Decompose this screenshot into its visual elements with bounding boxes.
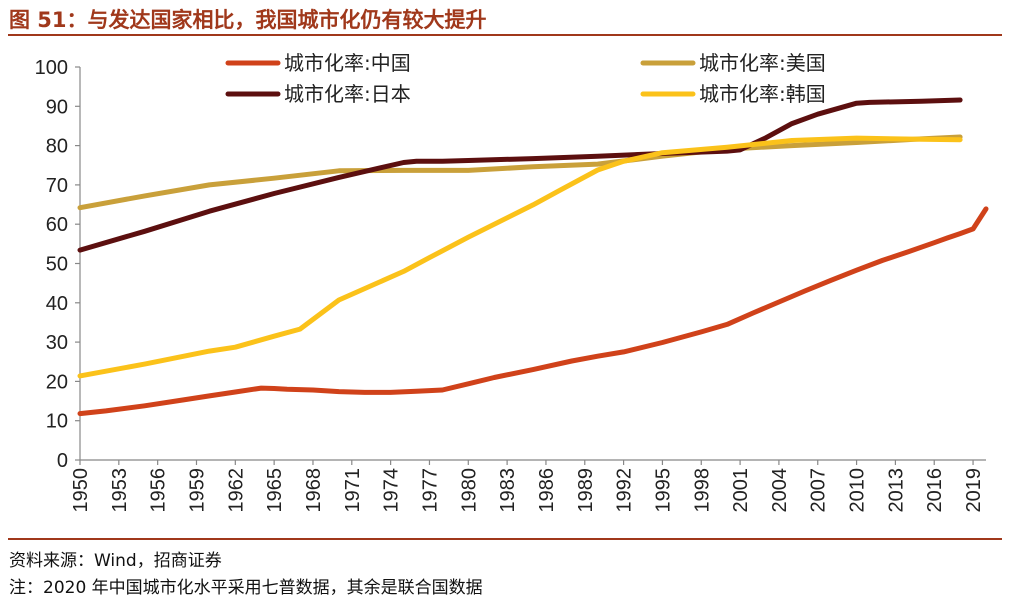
y-tick-label: 90 — [46, 96, 68, 118]
x-tick-label: 1956 — [148, 468, 170, 513]
legend-label: 城市化率:日本 — [284, 82, 411, 106]
x-tick-label: 2007 — [808, 468, 830, 513]
y-tick-label: 20 — [46, 371, 68, 393]
y-tick-label: 60 — [46, 214, 68, 236]
series-line-1 — [77, 134, 963, 211]
x-tick-label: 1962 — [225, 468, 247, 513]
series-line-0 — [77, 206, 989, 417]
x-tick-label: 1983 — [497, 468, 519, 513]
x-tick-label: 1959 — [186, 468, 208, 513]
x-tick-label: 2019 — [963, 468, 985, 513]
x-tick-label: 2013 — [885, 468, 907, 513]
x-tick-label: 1995 — [652, 468, 674, 513]
figure-title: 图 51：与发达国家相比，我国城市化仍有较大提升 — [9, 8, 487, 32]
legend-label: 城市化率:美国 — [699, 51, 826, 75]
x-tick-label: 1998 — [691, 468, 713, 513]
y-tick-label: 50 — [46, 254, 68, 276]
x-tick-label: 1971 — [342, 468, 364, 513]
y-tick-label: 80 — [46, 136, 68, 158]
legend-item-0: 城市化率:中国 — [225, 51, 411, 75]
y-tick-label: 70 — [46, 175, 68, 197]
series-lines — [77, 97, 989, 417]
x-tick-label: 1953 — [109, 468, 131, 513]
x-tick-label: 1974 — [381, 468, 403, 513]
x-tick-label: 1980 — [458, 468, 480, 513]
x-tick-label: 2001 — [730, 468, 752, 513]
data-note: 注：2020 年中国城市化水平采用七普数据，其余是联合国数据 — [9, 578, 483, 598]
x-tick-label: 2010 — [847, 468, 869, 513]
title-rule — [8, 34, 1002, 36]
x-tick-label: 1977 — [419, 468, 441, 513]
x-tick-label: 2016 — [924, 468, 946, 513]
y-axis: 0 10 20 30 40 50 60 70 80 90 100 — [35, 57, 81, 472]
x-tick-label: 1968 — [303, 468, 325, 513]
x-axis: 1950 1953 1956 1959 1962 1965 1968 1971 1974 1977… — [70, 459, 986, 513]
legend-label: 城市化率:中国 — [284, 51, 411, 75]
legend-label: 城市化率:韩国 — [699, 82, 826, 106]
x-tick-label: 1989 — [575, 468, 597, 513]
x-tick-label: 1965 — [264, 468, 286, 513]
series-line-2 — [77, 97, 963, 253]
x-tick-label: 1950 — [70, 468, 92, 513]
y-tick-label: 10 — [46, 411, 68, 433]
source-note: 资料来源：Wind，招商证券 — [9, 551, 222, 571]
y-tick-label: 0 — [57, 450, 68, 472]
legend-item-3: 城市化率:韩国 — [640, 82, 826, 106]
legend-item-2: 城市化率:日本 — [225, 82, 411, 106]
footer-rule — [8, 538, 1002, 540]
y-tick-label: 100 — [35, 57, 68, 79]
y-tick-label: 30 — [46, 332, 68, 354]
x-tick-label: 2004 — [769, 468, 791, 513]
x-tick-label: 1992 — [614, 468, 636, 513]
legend-item-1: 城市化率:美国 — [640, 51, 826, 75]
y-tick-label: 40 — [46, 293, 68, 315]
x-tick-label: 1986 — [536, 468, 558, 513]
series-line-3 — [77, 135, 963, 379]
